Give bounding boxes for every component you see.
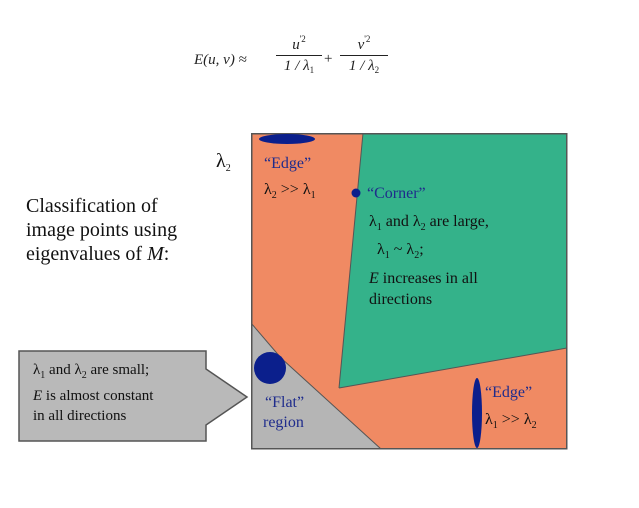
- callout-line-2: E is almost constant: [33, 388, 154, 404]
- formula-term2-denominator: 1 / λ2: [348, 58, 380, 75]
- callout-line-1: λ1 and λ2 are small;: [33, 362, 150, 381]
- formula-term2-numerator: v'2: [340, 34, 388, 56]
- classification-line-2: image points using: [26, 219, 178, 241]
- edge-corner-boundary-left: [338, 133, 364, 389]
- horizontal-edge-ellipse: [259, 134, 315, 144]
- corner-region: [339, 133, 567, 388]
- callout-arrow-shape: [18, 350, 249, 442]
- flat-title: “Flat”: [265, 394, 305, 411]
- edge-bottom-relation: λ1 >> λ2: [485, 411, 537, 431]
- corner-line-4: directions: [369, 291, 433, 308]
- classification-caption: Classification of image points using eig…: [26, 194, 226, 266]
- energy-formula: E(u, v) ≈ u'2 1 / λ1 + v'2 1 / λ2: [194, 34, 404, 94]
- classification-line-3: eigenvalues of M:: [26, 243, 170, 265]
- edge-top-relation: λ2 >> λ1: [264, 181, 316, 201]
- edge-top-title: “Edge”: [264, 155, 312, 172]
- corner-title: “Corner”: [367, 185, 426, 202]
- corner-line-1: λ1 and λ2 are large,: [369, 213, 489, 233]
- lambda2-axis-label: λ2: [216, 150, 231, 174]
- formula-term1-denominator: 1 / λ1: [283, 58, 315, 75]
- callout-line-3: in all directions: [33, 408, 127, 424]
- flat-region: [251, 323, 381, 449]
- formula-lhs: E(u, v) ≈: [194, 52, 247, 68]
- formula-term2: v'2 1 / λ2: [340, 34, 388, 75]
- flat-callout-text: λ1 and λ2 are small; E is almost constan…: [33, 360, 153, 426]
- corner-line-2: λ1 ~ λ2;: [377, 241, 424, 261]
- corner-dot: [351, 188, 361, 198]
- edge-corner-boundary-bottom: [338, 347, 568, 389]
- flat-callout-arrow: [18, 350, 249, 442]
- formula-term1-numerator: u'2: [276, 34, 322, 56]
- diagram-border: [251, 133, 568, 450]
- vertical-edge-ellipse: [472, 378, 482, 448]
- flat-subtitle: region: [263, 414, 304, 431]
- classification-line-1: Classification of: [26, 195, 158, 217]
- corner-line-3: E increases in all: [369, 270, 478, 287]
- eigenvalue-region-diagram: [251, 133, 568, 450]
- formula-term1: u'2 1 / λ1: [276, 34, 322, 75]
- edge-bottom-title: “Edge”: [485, 384, 533, 401]
- flat-circle: [254, 352, 286, 384]
- formula-plus: +: [324, 51, 333, 67]
